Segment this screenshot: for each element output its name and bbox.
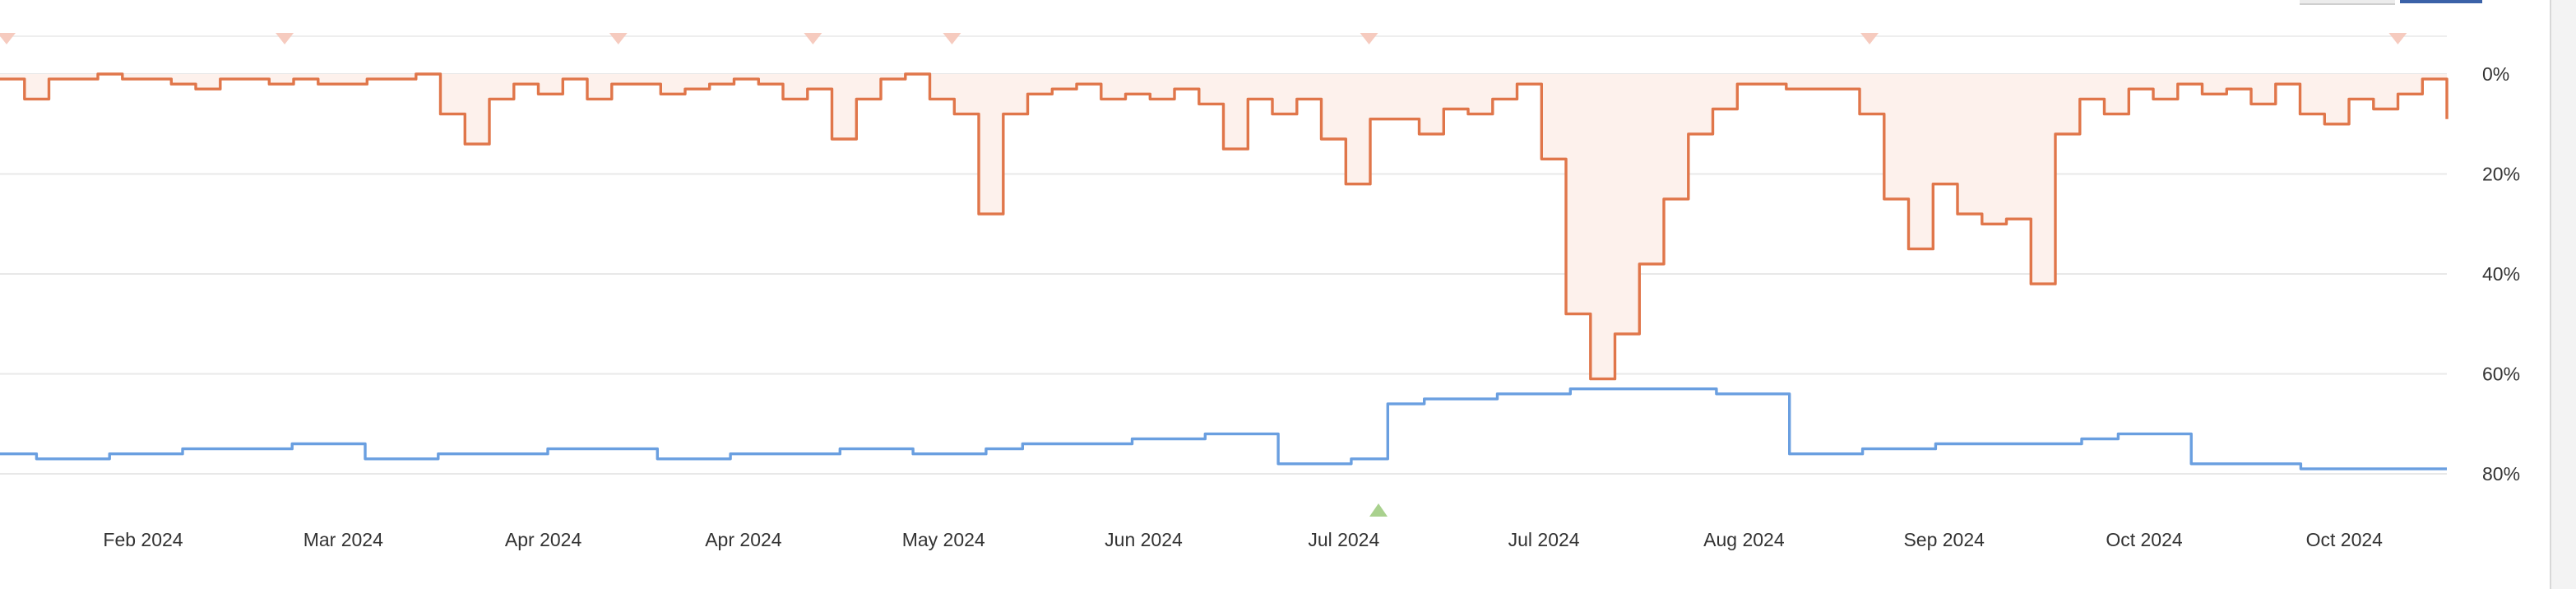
x-tick-label-9: Sep 2024 — [1903, 529, 1985, 550]
x-tick-label-3: Apr 2024 — [705, 529, 782, 550]
range-control-left[interactable] — [2300, 0, 2395, 5]
x-tick-label-6: Jul 2024 — [1308, 529, 1379, 550]
x-tick-label-11: Oct 2024 — [2306, 529, 2384, 550]
y-tick-label-1: 20% — [2482, 164, 2520, 185]
event-marker-top-7[interactable] — [2388, 33, 2407, 44]
event-markers — [0, 33, 2407, 517]
x-tick-label-1: Mar 2024 — [303, 529, 383, 550]
y-axis: 0% 20% 40% 60% 80% — [2482, 63, 2520, 485]
event-marker-top-1[interactable] — [276, 33, 294, 44]
event-marker-top-2[interactable] — [609, 33, 628, 44]
x-tick-label-4: May 2024 — [902, 529, 985, 550]
y-tick-label-4: 80% — [2482, 463, 2520, 485]
event-marker-top-0[interactable] — [0, 33, 16, 44]
range-control-right[interactable] — [2400, 0, 2482, 3]
x-tick-label-5: Jun 2024 — [1105, 529, 1183, 550]
chart-lines — [0, 72, 2449, 471]
y-tick-label-3: 60% — [2482, 364, 2520, 385]
series-2-line — [0, 387, 2447, 471]
side-panel-edge — [2550, 0, 2576, 589]
x-tick-label-0: Feb 2024 — [103, 529, 183, 550]
x-tick-label-7: Jul 2024 — [1508, 529, 1580, 550]
event-marker-top-5[interactable] — [1360, 33, 1378, 44]
y-tick-label-2: 40% — [2482, 263, 2520, 285]
x-tick-label-10: Oct 2024 — [2106, 529, 2183, 550]
x-axis: Feb 2024 Mar 2024 Apr 2024 Apr 2024 May 2024… — [103, 529, 2383, 550]
series-1-line — [0, 72, 2449, 381]
event-marker-top-6[interactable] — [1860, 33, 1879, 44]
y-tick-label-0: 0% — [2482, 63, 2509, 85]
x-tick-label-8: Aug 2024 — [1703, 529, 1785, 550]
event-marker-top-3[interactable] — [804, 33, 822, 44]
event-marker-bottom-0[interactable] — [1369, 503, 1388, 517]
x-tick-label-2: Apr 2024 — [505, 529, 582, 550]
event-marker-top-4[interactable] — [943, 33, 961, 44]
